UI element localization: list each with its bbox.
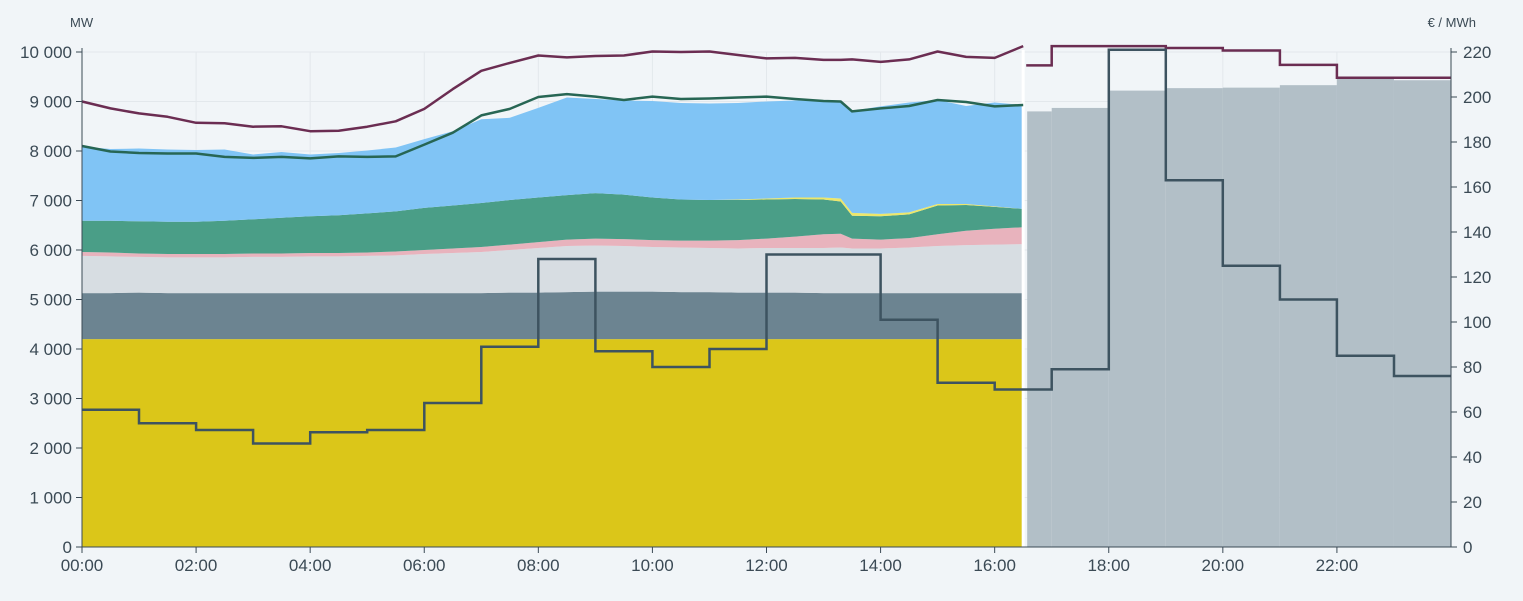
stack-area <box>82 227 1024 258</box>
left-tick-label: 1 000 <box>29 489 72 508</box>
left-tick-label: 9 000 <box>29 93 72 112</box>
left-tick-label: 0 <box>63 538 72 557</box>
x-tick-label: 08:00 <box>517 556 560 575</box>
total-generation-line <box>81 92 1024 160</box>
stack-area <box>82 291 1024 340</box>
left-tick-label: 8 000 <box>29 142 72 161</box>
left-tick-label: 6 000 <box>29 241 72 260</box>
right-tick-label: 80 <box>1463 358 1482 377</box>
right-tick-label: 220 <box>1463 43 1491 62</box>
x-tick-label: 14:00 <box>859 556 902 575</box>
right-tick-label: 180 <box>1463 133 1491 152</box>
stack-area <box>82 244 1024 294</box>
forecast-bars <box>1027 77 1451 548</box>
generation-stack <box>82 97 1024 547</box>
forecast-bar <box>1279 85 1337 547</box>
x-tick-label: 10:00 <box>631 556 674 575</box>
left-tick-label: 2 000 <box>29 439 72 458</box>
right-tick-label: 20 <box>1463 493 1482 512</box>
x-tick-label: 22:00 <box>1316 556 1359 575</box>
right-tick-label: 40 <box>1463 448 1482 467</box>
x-tick-label: 06:00 <box>403 556 446 575</box>
stack-area <box>82 193 1024 254</box>
stack-area <box>82 339 1024 547</box>
series-lines <box>81 44 1451 547</box>
left-tick-label: 7 000 <box>29 192 72 211</box>
right-tick-label: 140 <box>1463 223 1491 242</box>
x-tick-label: 18:00 <box>1087 556 1130 575</box>
left-tick-label: 10 000 <box>20 43 72 62</box>
right-tick-label: 160 <box>1463 178 1491 197</box>
forecast-bar <box>1393 80 1451 547</box>
forecast-bar <box>1051 107 1109 547</box>
left-tick-label: 5 000 <box>29 291 72 310</box>
price-step-line <box>82 48 1451 445</box>
x-tick-label: 20:00 <box>1202 556 1245 575</box>
x-tick-label: 16:00 <box>973 556 1016 575</box>
x-tick-label: 12:00 <box>745 556 788 575</box>
right-tick-label: 100 <box>1463 313 1491 332</box>
forecast-bar <box>1027 111 1052 548</box>
right-tick-label: 200 <box>1463 88 1491 107</box>
right-tick-label: 0 <box>1463 538 1472 557</box>
forecast-bar <box>1222 87 1280 547</box>
forecast-consumption-line <box>1026 44 1451 79</box>
right-tick-label: 60 <box>1463 403 1482 422</box>
forecast-bar <box>1336 77 1394 548</box>
x-tick-label: 00:00 <box>61 556 104 575</box>
consumption-line <box>81 44 1024 133</box>
forecast-bar <box>1108 90 1166 548</box>
left-tick-label: 3 000 <box>29 390 72 409</box>
x-tick-label: 04:00 <box>289 556 332 575</box>
right-axis-unit: € / MWh <box>1428 15 1476 30</box>
right-tick-label: 120 <box>1463 268 1491 287</box>
forecast-bar <box>1165 88 1223 547</box>
x-tick-label: 02:00 <box>175 556 218 575</box>
stack-area <box>82 97 1024 222</box>
left-axis-unit: MW <box>70 15 94 30</box>
axes: MW € / MWh 0 1 000 2 000 3 000 4 000 5 000 6 0… <box>20 15 1491 575</box>
left-tick-label: 4 000 <box>29 340 72 359</box>
